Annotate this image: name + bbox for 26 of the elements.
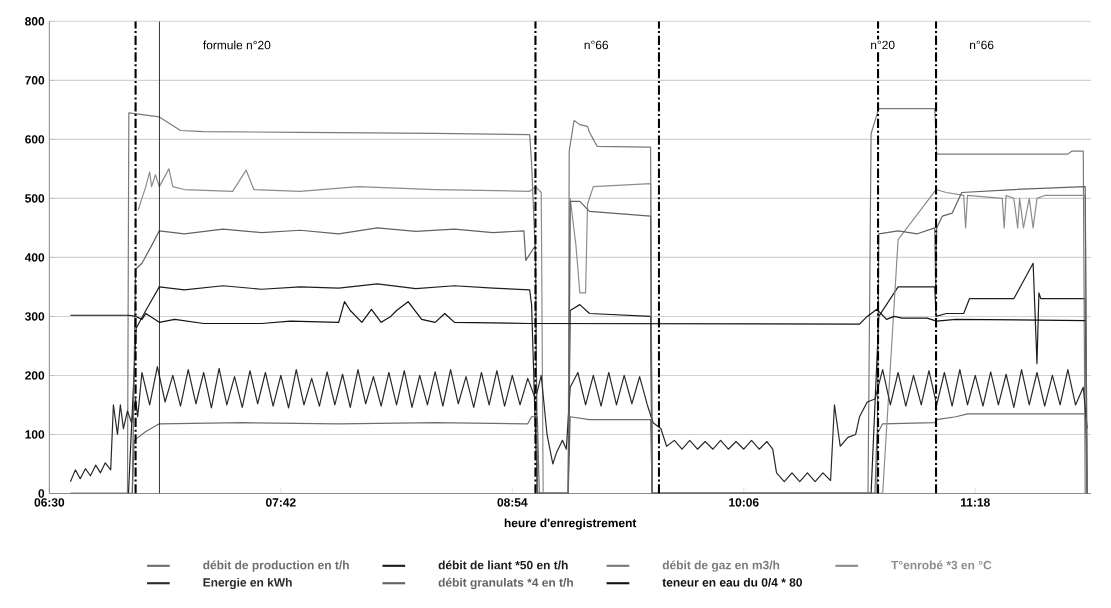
x-tick-label: 08:54	[497, 498, 528, 507]
x-tick-label: 10:06	[729, 498, 759, 507]
text: débit de liant *50 en t/h	[438, 560, 568, 570]
x-tick-label: 06:30	[34, 498, 65, 507]
y-tick-label: 0	[38, 489, 45, 498]
annotation: n°20	[871, 40, 895, 50]
text: débit granulats *4 en t/h	[438, 577, 573, 590]
text: débit de production en t/h	[203, 560, 349, 572]
text: T°enrobé *3 en °C	[891, 560, 992, 570]
y-tick-label: 400	[24, 253, 45, 262]
y-tick-label: 800	[25, 17, 45, 26]
text: débit de gaz en m3/h	[662, 560, 780, 572]
x-tick-label: 07:42	[266, 498, 296, 507]
y-tick-label: 600	[25, 135, 45, 144]
y-tick-label: 200	[25, 371, 45, 380]
y-tick-label: 700	[25, 76, 45, 85]
annotation: n°66	[970, 40, 994, 50]
y-tick-label: 300	[24, 312, 45, 321]
x-tick-label: 11:18	[961, 498, 990, 507]
text: teneur en eau du 0/4 * 80	[662, 577, 802, 587]
x-axis-title: heure d'enregistrement	[504, 518, 637, 530]
y-tick-label: 500	[25, 194, 45, 203]
text: Energie en kWh	[203, 577, 292, 590]
annotation: formule n°20	[203, 40, 271, 50]
annotation: n°66	[584, 40, 609, 50]
y-tick-label: 100	[25, 430, 45, 439]
